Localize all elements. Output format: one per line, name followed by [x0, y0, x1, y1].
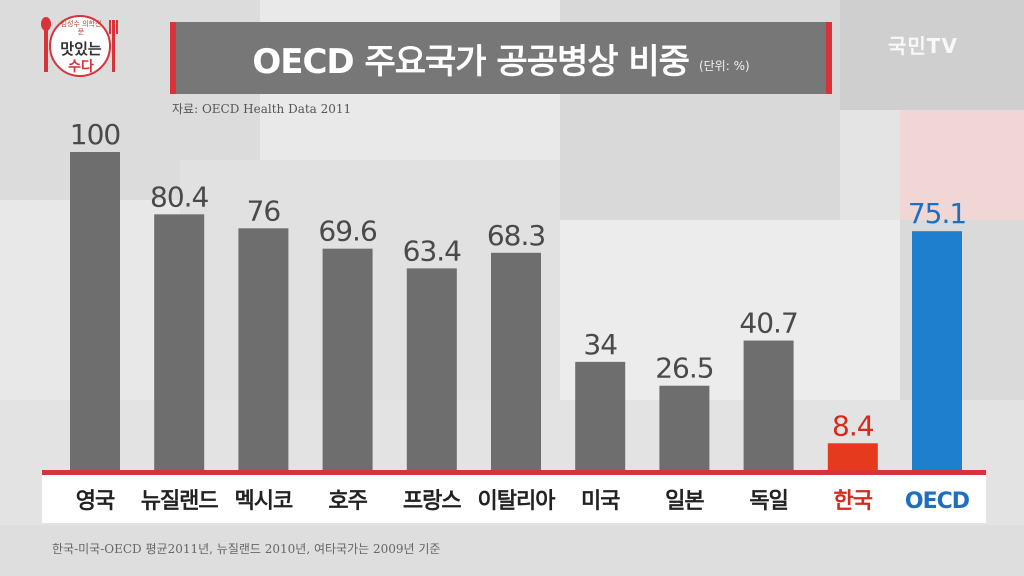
bar-country [743, 340, 794, 470]
value-label: 76 [247, 194, 281, 227]
bar-country [659, 385, 710, 470]
value-label: 63.4 [403, 234, 462, 267]
category-label: 호주 [328, 489, 367, 514]
logo-top-text: 김성수 의학전문 [60, 20, 102, 36]
category-label: 영국 [76, 489, 115, 514]
category-label: OECD [905, 489, 970, 514]
category-label: 이탈리아 [478, 489, 557, 514]
value-label: 69.6 [318, 215, 377, 248]
category-label: 멕시코 [235, 489, 293, 514]
channel-watermark: 국민TV [888, 34, 958, 58]
value-label: 8.4 [832, 409, 874, 442]
category-label: 독일 [749, 489, 787, 514]
spoon-fork-logo-icon [41, 15, 118, 77]
value-label: 40.7 [739, 307, 797, 340]
value-label: 100 [70, 118, 120, 151]
value-label: 26.5 [655, 352, 713, 385]
unit-label: (단위: %) [698, 58, 750, 73]
category-label: 일본 [665, 489, 704, 514]
bar-korea [827, 443, 878, 470]
bar-country [154, 214, 205, 470]
bar-country [70, 152, 120, 470]
bar-country [238, 228, 289, 470]
chart-title: OECD 주요국가 공공병상 비중 [252, 41, 690, 82]
baseline-bar [42, 470, 986, 475]
logo-main-text: 맛있는 [60, 40, 102, 58]
bar-country [575, 361, 626, 470]
category-label: 미국 [581, 489, 620, 514]
bar-country [406, 268, 457, 470]
bar-country [322, 248, 373, 470]
footnote: 한국-미국-OECD 평균2011년, 뉴질랜드 2010년, 여타국가는 20… [52, 542, 441, 556]
value-label: 75.1 [908, 197, 966, 230]
category-label: 뉴질랜드 [141, 489, 219, 514]
category-label: 한국 [834, 489, 873, 514]
show-logo: 김성수 의학전문 맛있는 수다 [38, 14, 118, 78]
title-banner: OECD 주요국가 공공병상 비중 (단위: %) [170, 22, 832, 94]
source-note: 자료: OECD Health Data 2011 [172, 102, 352, 116]
bar-country [491, 252, 541, 470]
bar-oecd [912, 231, 962, 470]
value-label: 68.3 [487, 219, 545, 252]
category-label: 프랑스 [403, 489, 461, 514]
value-label: 34 [583, 328, 617, 361]
category-label-strip [42, 475, 986, 523]
value-label: 80.4 [150, 180, 209, 213]
logo-sub-text: 수다 [68, 59, 94, 75]
